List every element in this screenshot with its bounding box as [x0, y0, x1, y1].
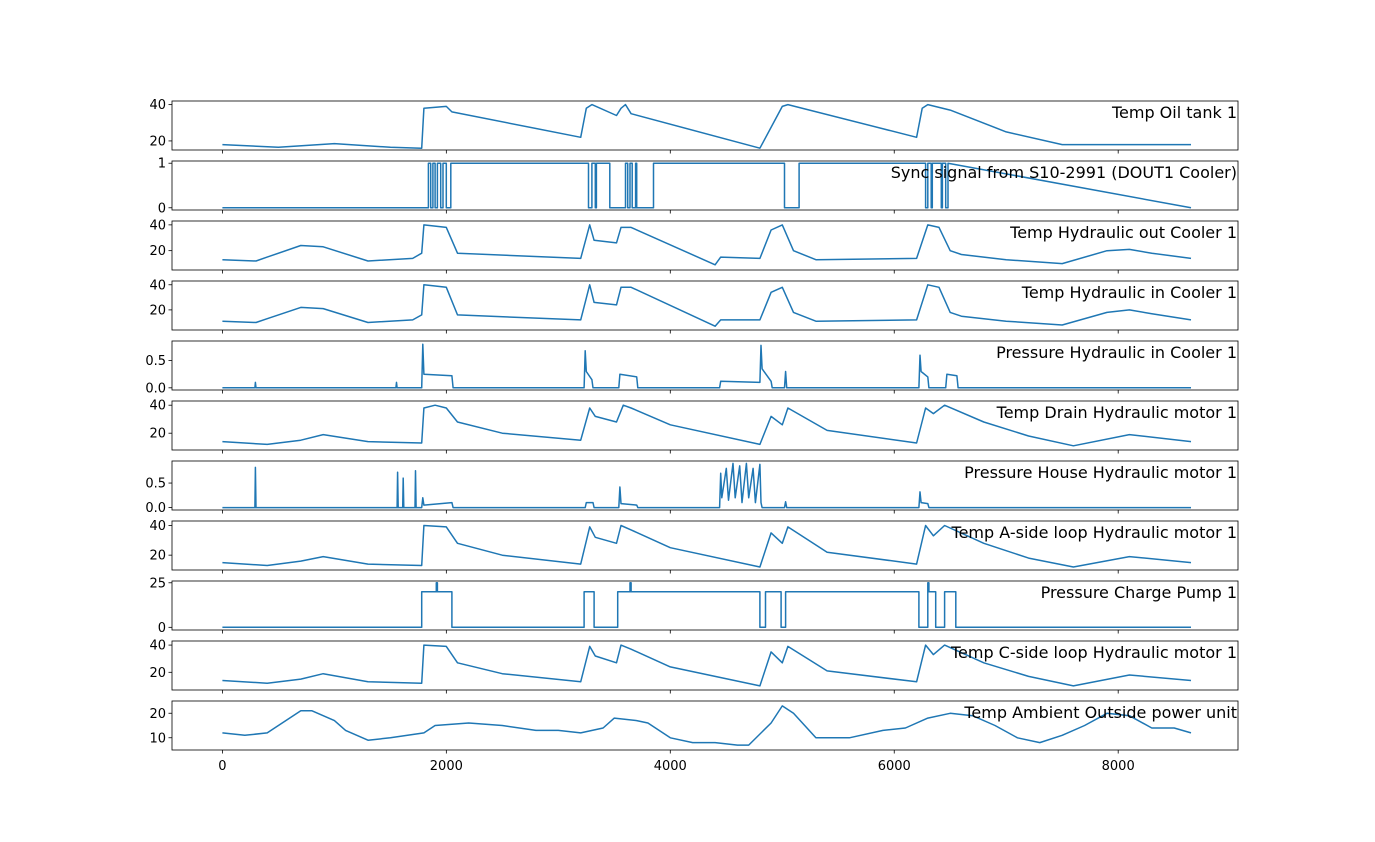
- y-tick-label: 40: [149, 519, 166, 534]
- series-line: [222, 462, 1191, 509]
- panel-title: Temp A-side loop Hydraulic motor 1: [951, 523, 1237, 542]
- y-tick-label: 40: [149, 399, 166, 414]
- series-line: [222, 404, 1192, 447]
- panel-frame: [171, 520, 1239, 571]
- y-tick-label: 20: [149, 134, 166, 149]
- series-line: [222, 644, 1192, 687]
- y-tick-label: 25: [149, 576, 166, 591]
- y-tick-label: 10: [149, 731, 166, 746]
- subplot-panel: 0.0 0.5 Pressure Hydraulic in Cooler 1: [145, 340, 1239, 396]
- panel-title: Temp Drain Hydraulic motor 1: [996, 403, 1237, 422]
- subplot-panel: 20 40 Temp C-side loop Hydraulic motor 1: [149, 639, 1239, 694]
- panel-title: Temp C-side loop Hydraulic motor 1: [950, 643, 1237, 662]
- y-tick-label: 40: [149, 639, 166, 654]
- series-line: [222, 582, 1191, 629]
- panel-frame: [171, 100, 1239, 151]
- y-tick-label: 20: [149, 427, 166, 442]
- subplot-panel: 0.0 0.5 Pressure House Hydraulic motor 1: [145, 460, 1239, 516]
- subplot-panel: 0 25 Pressure Charge Pump 1: [149, 576, 1239, 636]
- subplot-panels: 20 40 Temp Oil tank 1 0 1 Sync signal from S1…: [145, 98, 1239, 754]
- y-tick-label: 0.0: [145, 381, 166, 396]
- y-tick-label: 20: [149, 303, 166, 318]
- shared-x-axis: 0 2000 4000 6000 8000: [218, 759, 1134, 774]
- subplot-panel: 20 40 Temp Drain Hydraulic motor 1: [149, 399, 1239, 454]
- y-tick-label: 0.5: [145, 477, 166, 492]
- x-tick-label: 4000: [654, 759, 687, 774]
- y-tick-label: 20: [149, 707, 166, 722]
- series-line: [222, 162, 1192, 209]
- series-line: [222, 705, 1192, 746]
- y-tick-label: 0.5: [145, 354, 166, 369]
- panel-title: Temp Hydraulic out Cooler 1: [1009, 223, 1237, 242]
- panel-title: Pressure Charge Pump 1: [1041, 583, 1237, 602]
- x-tick-label: 8000: [1102, 759, 1135, 774]
- subplot-panel: 20 40 Temp Hydraulic in Cooler 1: [149, 278, 1239, 334]
- panel-title: Sync signal from S10-2991 (DOUT1 Cooler): [891, 163, 1237, 182]
- series-line: [222, 524, 1192, 568]
- panel-frame: [171, 340, 1239, 391]
- panel-title: Temp Ambient Outside power unit: [963, 703, 1237, 722]
- panel-title: Temp Oil tank 1: [1111, 103, 1237, 122]
- subplot-panel: 20 40 Temp Oil tank 1: [149, 98, 1239, 154]
- panel-frame: [171, 160, 1239, 211]
- panel-title: Temp Hydraulic in Cooler 1: [1021, 283, 1237, 302]
- x-tick-label: 0: [218, 759, 226, 774]
- subplot-panel: 20 40 Temp A-side loop Hydraulic motor 1: [149, 519, 1239, 574]
- series-line: [222, 103, 1191, 149]
- subplot-panel: 10 20 Temp Ambient Outside power unit: [149, 700, 1239, 754]
- series-line: [222, 224, 1192, 266]
- y-tick-label: 20: [149, 549, 166, 564]
- subplot-panel: 20 40 Temp Hydraulic out Cooler 1: [149, 218, 1239, 274]
- series-line: [222, 284, 1192, 327]
- y-tick-label: 20: [149, 666, 166, 681]
- x-tick-label: 6000: [878, 759, 911, 774]
- y-tick-label: 40: [149, 218, 166, 233]
- y-tick-label: 0: [158, 621, 166, 636]
- panel-frame: [171, 640, 1239, 691]
- y-tick-label: 40: [149, 278, 166, 293]
- y-tick-label: 0.0: [145, 501, 166, 516]
- y-tick-label: 0: [158, 201, 166, 216]
- y-tick-label: 1: [158, 157, 166, 172]
- panel-frame: [171, 580, 1239, 631]
- panel-frame: [171, 400, 1239, 451]
- panel-frame: [171, 280, 1239, 331]
- panel-frame: [171, 700, 1239, 751]
- panel-frame: [171, 220, 1239, 271]
- series-line: [222, 343, 1191, 389]
- x-tick-label: 2000: [430, 759, 463, 774]
- y-tick-label: 20: [149, 244, 166, 259]
- y-tick-label: 40: [149, 98, 166, 113]
- subplot-panel: 0 1 Sync signal from S10-2991 (DOUT1 Coole…: [158, 157, 1239, 216]
- panel-title: Pressure House Hydraulic motor 1: [964, 463, 1237, 482]
- panel-frame: [171, 460, 1239, 511]
- panel-title: Pressure Hydraulic in Cooler 1: [996, 343, 1237, 362]
